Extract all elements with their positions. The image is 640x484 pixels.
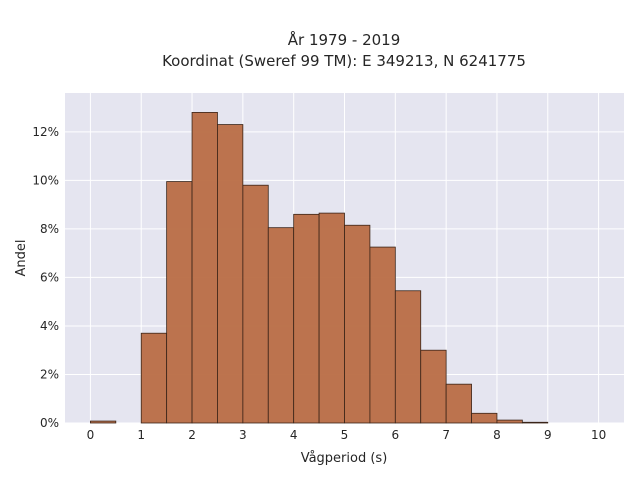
histogram-bar: [496, 419, 523, 424]
x-tick-label: 10: [591, 428, 606, 442]
histogram-bar: [471, 412, 498, 424]
y-tick-labels: 0% 2% 4% 6% 8% 10% 12%: [32, 125, 59, 430]
x-tick-label: 6: [391, 428, 399, 442]
x-tick-label: 7: [442, 428, 450, 442]
y-tick-label: 6%: [40, 270, 59, 284]
y-tick-label: 0%: [40, 416, 59, 430]
histogram-bar: [90, 420, 117, 424]
x-tick-label: 5: [341, 428, 349, 442]
x-tick-label: 9: [544, 428, 552, 442]
x-tick-label: 3: [239, 428, 247, 442]
y-axis-label: Andel: [14, 240, 29, 277]
histogram-bar: [318, 212, 345, 424]
chart-subtitle: Koordinat (Sweref 99 TM): E 349213, N 62…: [162, 52, 526, 70]
histogram-bar: [267, 227, 295, 424]
histogram-bar: [242, 184, 269, 424]
x-tick-label: 0: [87, 428, 95, 442]
x-tick-label: 2: [188, 428, 196, 442]
histogram-bar: [293, 213, 320, 424]
histogram-bar: [521, 421, 549, 424]
histogram-bar: [445, 383, 472, 424]
histogram-bar: [344, 224, 371, 424]
histogram-bar: [394, 290, 422, 424]
histogram-bar: [420, 349, 447, 424]
x-tick-labels: 0 1 2 3 4 5 6 7 8 9 10: [87, 428, 607, 442]
x-tick-label: 1: [137, 428, 145, 442]
bars: [90, 112, 549, 424]
y-tick-label: 10%: [32, 173, 59, 187]
x-tick-label: 4: [290, 428, 298, 442]
histogram-bar: [369, 246, 396, 424]
y-tick-label: 12%: [32, 125, 59, 139]
chart-title: År 1979 - 2019: [288, 30, 401, 49]
x-axis-label: Vågperiod (s): [301, 451, 388, 466]
histogram-bar: [217, 124, 244, 424]
histogram-bar: [191, 112, 218, 424]
y-tick-label: 8%: [40, 222, 59, 236]
y-tick-label: 2%: [40, 367, 59, 381]
y-tick-label: 4%: [40, 319, 59, 333]
histogram-bar: [140, 332, 168, 424]
x-tick-label: 8: [493, 428, 501, 442]
histogram-bar: [166, 181, 193, 424]
